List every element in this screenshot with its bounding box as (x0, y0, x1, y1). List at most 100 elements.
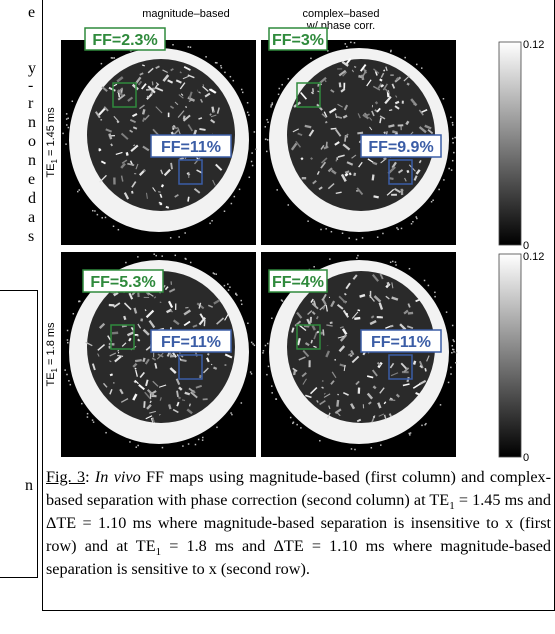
caption-segment: : (85, 468, 95, 486)
noise (129, 441, 131, 443)
texture (388, 125, 394, 127)
noise (155, 255, 157, 257)
texture (345, 171, 349, 172)
noise (67, 339, 69, 341)
noise (397, 229, 399, 231)
texture (325, 80, 326, 81)
noise (172, 44, 174, 46)
texture (122, 326, 127, 327)
noise (254, 345, 256, 347)
noise (452, 349, 454, 351)
texture (138, 339, 139, 341)
fragment: n (28, 152, 36, 170)
noise (443, 179, 445, 181)
left-column-box: n (0, 290, 38, 578)
noise (249, 177, 251, 179)
noise (411, 223, 413, 225)
noise (377, 236, 379, 238)
noise (248, 114, 250, 116)
texture (164, 285, 165, 287)
texture (325, 122, 327, 123)
noise (271, 385, 273, 387)
texture (318, 84, 319, 86)
texture (112, 333, 118, 334)
noise (153, 253, 155, 255)
noise (356, 257, 358, 259)
texture (133, 127, 137, 128)
noise (137, 445, 139, 447)
noise (395, 261, 397, 263)
noise (453, 351, 455, 353)
noise (424, 280, 426, 282)
texture (321, 332, 322, 334)
noise (170, 237, 172, 239)
noise (265, 138, 267, 140)
texture (117, 121, 118, 122)
noise (267, 343, 269, 345)
noise (251, 152, 253, 154)
noise (416, 216, 418, 218)
noise (288, 78, 290, 80)
noise (113, 57, 115, 59)
noise (396, 227, 398, 229)
texture (111, 144, 112, 146)
noise (234, 196, 236, 198)
texture (340, 83, 341, 88)
noise (87, 416, 89, 418)
texture (384, 70, 385, 71)
noise (66, 374, 68, 376)
noise (434, 296, 436, 298)
texture (162, 185, 163, 187)
fragment: a (28, 209, 35, 227)
texture (389, 110, 392, 111)
noise (242, 92, 244, 94)
noise (350, 42, 352, 44)
noise (271, 318, 273, 320)
texture (373, 386, 375, 388)
noise (216, 62, 218, 64)
noise (266, 374, 268, 376)
noise (105, 217, 107, 219)
noise (101, 217, 103, 219)
texture (357, 133, 363, 134)
noise (263, 350, 265, 352)
noise (231, 203, 233, 205)
noise (221, 67, 223, 69)
noise (380, 444, 382, 446)
noise (453, 152, 455, 154)
noise (72, 101, 74, 103)
noise (188, 46, 190, 48)
noise (409, 433, 411, 435)
fragment: e (28, 171, 35, 189)
noise (195, 444, 197, 446)
noise (205, 56, 207, 58)
noise (313, 266, 315, 268)
noise (452, 160, 454, 162)
texture (358, 310, 360, 311)
texture (143, 109, 144, 114)
noise (77, 191, 79, 193)
row-label-te: TE1 = 1.8 ms (45, 322, 59, 387)
noise (101, 63, 103, 65)
texture (380, 79, 382, 81)
texture (213, 367, 216, 368)
fragment: n (25, 477, 33, 495)
noise (342, 232, 344, 234)
texture (317, 331, 318, 333)
noise (451, 352, 453, 354)
ff-label: FF=3% (272, 32, 324, 49)
noise (230, 76, 232, 78)
noise (453, 339, 455, 341)
texture (331, 128, 337, 129)
noise (443, 98, 445, 100)
noise (137, 256, 139, 258)
caption-segment: In vivo (95, 468, 141, 486)
noise (452, 142, 454, 144)
texture (182, 400, 185, 401)
noise (211, 220, 213, 222)
noise (78, 301, 80, 303)
noise (252, 343, 254, 345)
noise (320, 229, 322, 231)
noise (450, 373, 452, 375)
noise (190, 262, 192, 264)
